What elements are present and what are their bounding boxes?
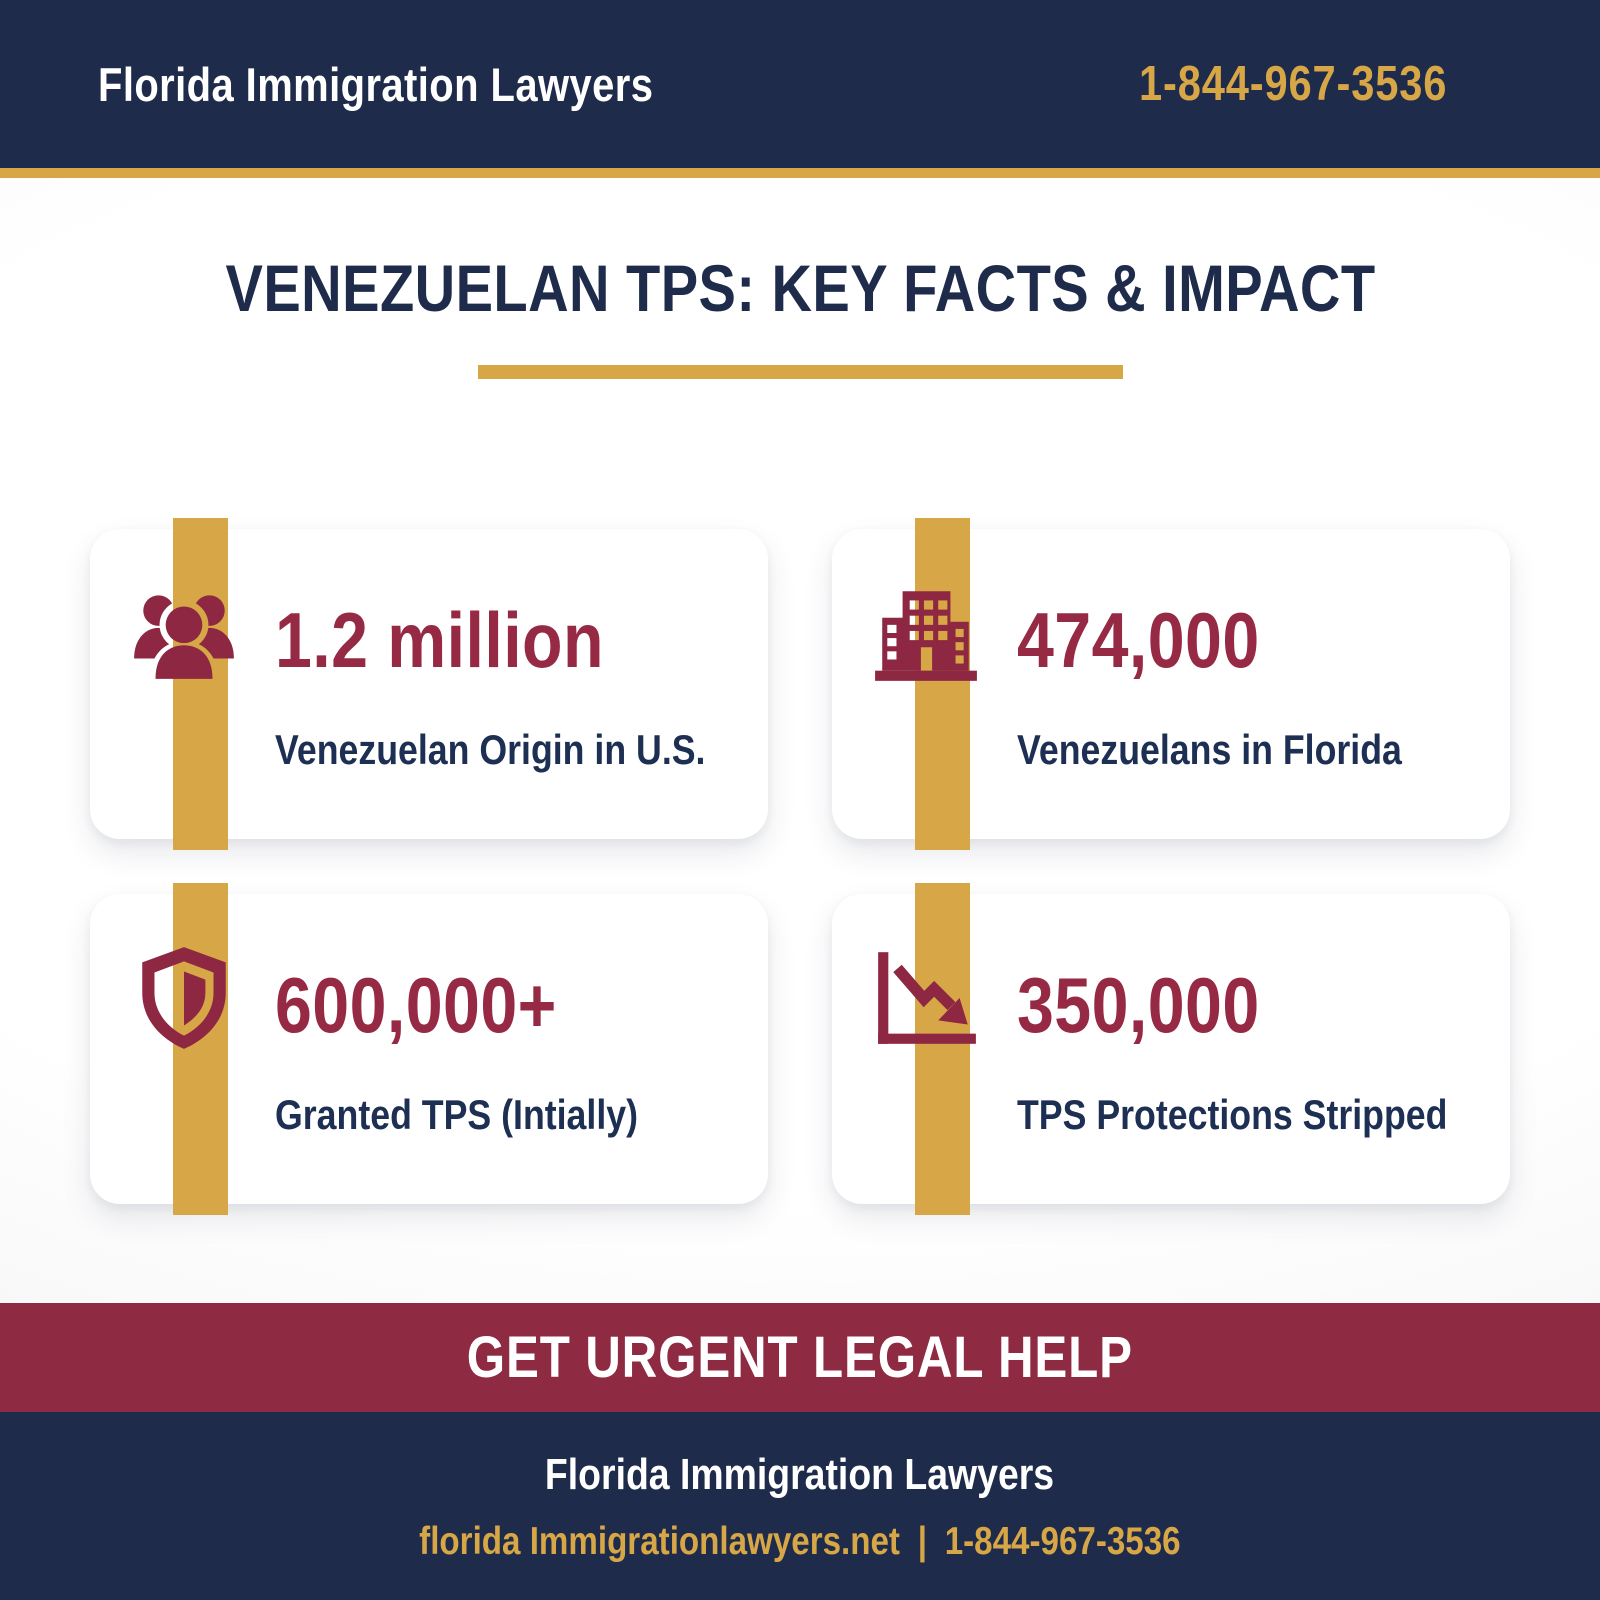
stat-value: 1.2 million [275,595,604,684]
buildings-icon [870,577,982,689]
cta-banner[interactable]: GET URGENT LEGAL HELP [0,1303,1600,1412]
stat-card-venezuelans-florida: 474,000 Venezuelans in Florida [832,517,1510,850]
title-underline [477,364,1123,379]
page-title: VENEZUELAN TPS: KEY FACTS & IMPACT [224,251,1376,325]
gold-stripe [915,882,970,1215]
footer-contact: florida Immigrationlawyers.net | 1-844-9… [0,1520,1600,1564]
footer-separator: | [917,1520,928,1563]
card-text: 1.2 million Venezuelan Origin in U.S. [275,529,738,839]
stat-value: 350,000 [1017,960,1260,1049]
declining-chart-icon [870,942,982,1054]
cta-label: GET URGENT LEGAL HELP [466,1325,1134,1390]
gold-stripe [173,882,228,1215]
footer-phone[interactable]: 1-844-967-3536 [944,1520,1181,1563]
card-text: 350,000 TPS Protections Stripped [1017,894,1480,1204]
footer-bar: Florida Immigration Lawyers florida Immi… [0,1412,1600,1600]
stat-card-granted-tps: 600,000+ Granted TPS (Intially) [90,882,768,1215]
stat-label: TPS Protections Stripped [1017,1090,1448,1138]
stat-value: 474,000 [1017,595,1260,684]
header-brand-text: Florida Immigration Lawyers [98,57,654,111]
stat-value: 600,000+ [275,960,557,1049]
card-text: 600,000+ Granted TPS (Intially) [275,894,738,1204]
footer-website[interactable]: florida Immigrationlawyers.net [419,1520,901,1563]
stat-label: Venezuelans in Florida [1017,725,1402,773]
stat-label: Venezuelan Origin in U.S. [275,725,706,773]
stat-cards-grid: 1.2 million Venezuelan Origin in U.S. [90,517,1510,1215]
gold-stripe [173,517,228,850]
footer-brand: Florida Immigration Lawyers [545,1450,1055,1499]
stat-card-tps-stripped: 350,000 TPS Protections Stripped [832,882,1510,1215]
stat-label: Granted TPS (Intially) [275,1090,639,1138]
main-content: VENEZUELAN TPS: KEY FACTS & IMPACT [0,178,1600,1303]
header-brand: Florida Immigration Lawyers [98,57,751,112]
header-phone[interactable]: 1-844-967-3536 [1139,56,1502,112]
shield-icon [128,942,240,1054]
header-bar: Florida Immigration Lawyers 1-844-967-35… [0,0,1600,178]
people-group-icon [128,577,240,689]
card-text: 474,000 Venezuelans in Florida [1017,529,1480,839]
gold-stripe [915,517,970,850]
header-phone-text: 1-844-967-3536 [1139,57,1448,111]
stat-card-venezuelan-origin: 1.2 million Venezuelan Origin in U.S. [90,517,768,850]
